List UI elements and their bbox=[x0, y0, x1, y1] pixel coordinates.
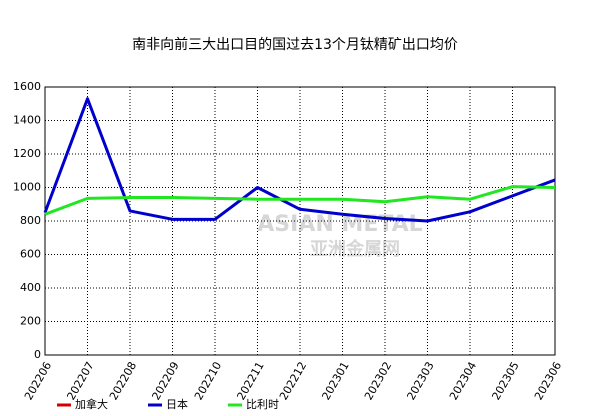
plot-frame bbox=[44, 86, 556, 356]
line bbox=[44, 185, 556, 216]
line bbox=[43, 97, 556, 223]
x-tick-label: 202211 bbox=[234, 360, 266, 403]
x-tick-label: 202208 bbox=[107, 360, 139, 403]
y-tick-label: 800 bbox=[20, 214, 41, 227]
x-tick-label: 202212 bbox=[277, 360, 309, 403]
legend-label: 日本 bbox=[166, 397, 188, 411]
x-tick-label: 202304 bbox=[447, 360, 479, 403]
y-tick-label: 1000 bbox=[13, 181, 41, 194]
legend-label: 比利时 bbox=[246, 398, 279, 411]
x-tick-label: 202305 bbox=[489, 360, 521, 403]
watermark: 亚洲金属网 bbox=[310, 238, 400, 260]
y-tick-label: 1400 bbox=[13, 114, 41, 127]
y-tick-label: 600 bbox=[20, 248, 41, 261]
y-tick-label: 200 bbox=[20, 315, 41, 328]
x-tick-label: 202306 bbox=[532, 360, 564, 403]
x-tick-label: 202207 bbox=[64, 360, 96, 403]
y-tick-label: 0 bbox=[34, 348, 41, 361]
x-tick-label: 202302 bbox=[362, 360, 394, 403]
chart-title: 南非向前三大出口目的国过去13个月钛精矿出口均价 bbox=[132, 36, 458, 53]
y-tick-label: 400 bbox=[20, 281, 41, 294]
x-tick-label: 202206 bbox=[22, 360, 54, 403]
watermark: ASIAN METAL bbox=[257, 212, 422, 237]
x-tick-label: 202303 bbox=[404, 360, 436, 403]
y-tick-label: 1600 bbox=[13, 80, 41, 93]
y-tick-label: 1200 bbox=[13, 147, 41, 160]
x-tick-label: 202209 bbox=[149, 360, 181, 403]
legend-label: 加拿大 bbox=[75, 397, 108, 411]
x-tick-label: 202210 bbox=[192, 360, 224, 403]
x-tick-label: 202301 bbox=[319, 360, 351, 403]
